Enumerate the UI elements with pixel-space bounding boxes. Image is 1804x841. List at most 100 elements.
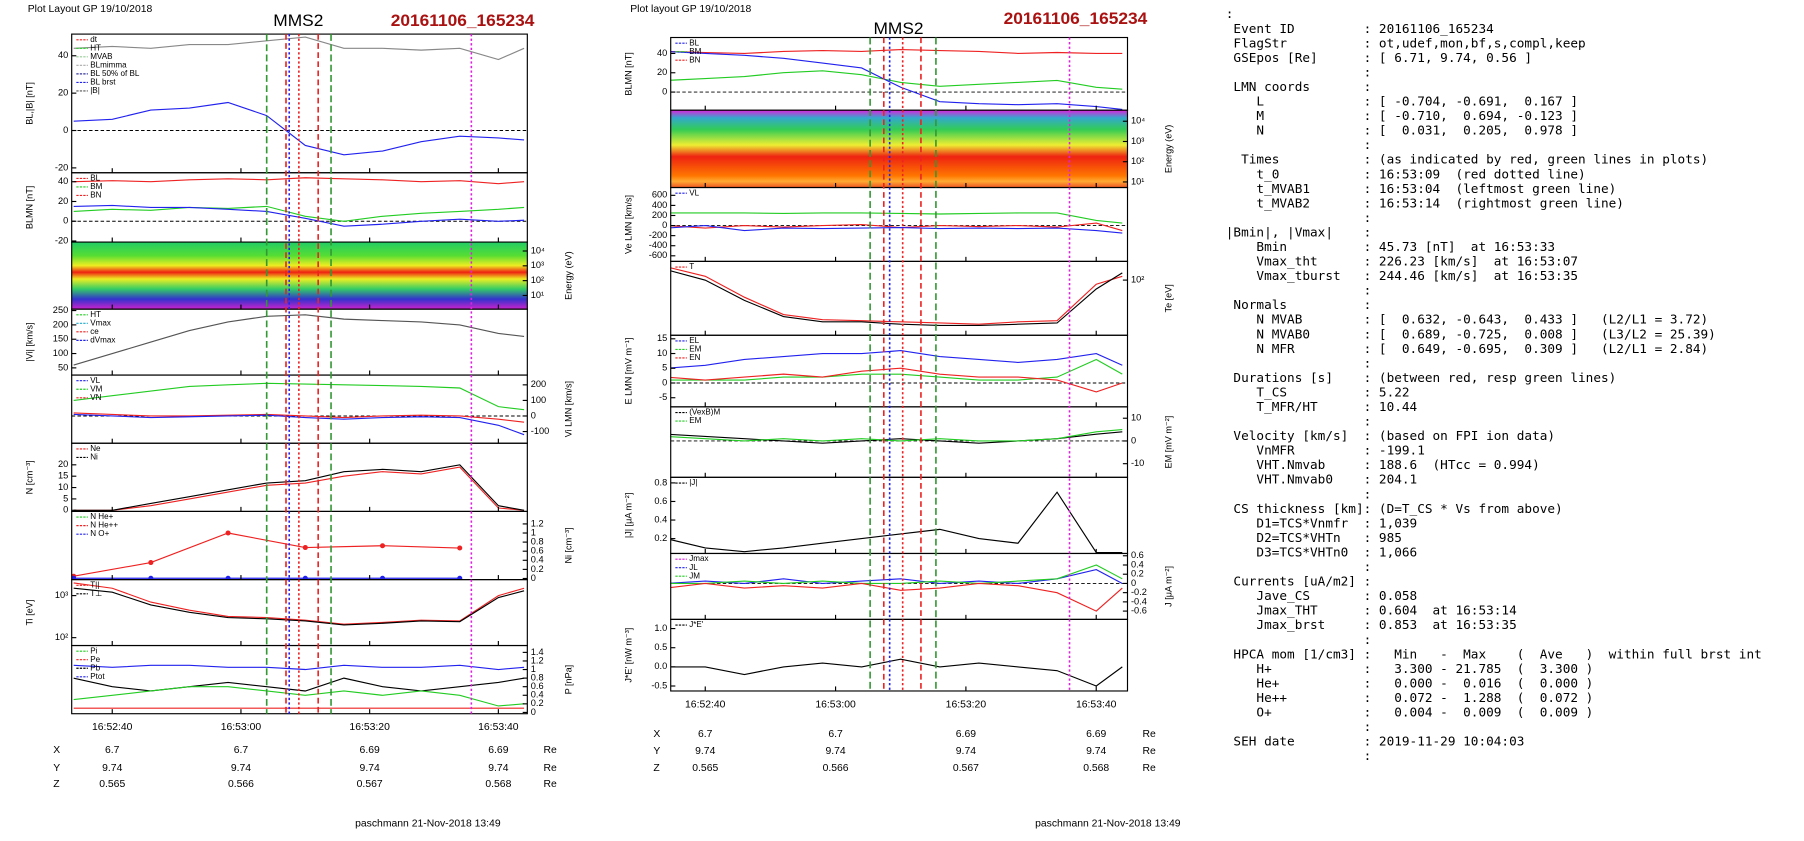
series-line <box>73 205 525 222</box>
series-line <box>670 564 1123 585</box>
panel-frame <box>670 618 1129 692</box>
listing-line: Jave_CS : 0.058 <box>1226 588 1417 603</box>
y-axis-label: Vi LMN [km/s] <box>563 381 573 437</box>
series-line <box>73 587 525 626</box>
listing-line: Jmax_brst : 0.853 at 16:53:35 <box>1226 617 1517 632</box>
listing-line: N MVAB : [ 0.632, -0.643, 0.433 ] (L2/L1… <box>1226 312 1708 327</box>
y-tick-label: 0 <box>63 125 68 135</box>
listing-line: N MFR : [ 0.649, -0.695, 0.309 ] (L2/L1 … <box>1226 341 1708 356</box>
series-line <box>73 314 525 366</box>
y-tick-label: -100 <box>531 426 549 436</box>
y-tick-label: 100 <box>531 395 546 405</box>
position-value: 0.565 <box>692 763 718 774</box>
y-tick-label: 1 <box>531 664 536 674</box>
listing-line: Times : (as indicated by red, green line… <box>1226 152 1708 167</box>
y-tick-label: 1.0 <box>654 623 667 633</box>
point <box>302 545 308 551</box>
footer: paschmann 21-Nov-2018 13:49 <box>1035 819 1181 830</box>
series-line <box>73 412 525 423</box>
legend-label: Ptot <box>90 672 105 681</box>
listing-line: N MVAB0 : [ 0.689, -0.725, 0.008 ] (L3/L… <box>1226 326 1716 341</box>
y-tick-label: 600 <box>652 190 667 200</box>
plot-area <box>73 582 525 626</box>
series-line <box>73 664 525 671</box>
y-axis-label: |J| [μA m⁻²] <box>623 493 633 539</box>
point <box>148 575 154 580</box>
listing-line: Vmax_tburst : 244.46 [km/s] at 16:53:35 <box>1226 268 1578 283</box>
y-tick-label: -0.6 <box>1131 606 1147 616</box>
y-tick-label: 0.6 <box>1131 550 1144 560</box>
series-line <box>670 270 1123 327</box>
y-tick-label: -0.5 <box>651 680 667 690</box>
listing-line: Vmax_tht : 226.23 [km/s] at 16:53:07 <box>1226 254 1578 269</box>
position-value: 0.568 <box>1083 763 1109 774</box>
y-tick-label: 20 <box>58 459 68 469</box>
series-line <box>670 48 1123 54</box>
listing-line: Normals : <box>1226 297 1371 312</box>
legend-label: Jmax <box>689 554 708 563</box>
y-tick-label: 0 <box>1131 435 1136 445</box>
point <box>379 575 386 580</box>
listing-line: |Bmin|, |Vmax| : <box>1226 225 1371 240</box>
panel-frame <box>670 476 1129 555</box>
y-axis-label: Ti [eV] <box>24 600 34 626</box>
listing-line: H+ : 3.300 - 21.785 ( 3.300 ) <box>1226 661 1594 676</box>
y-tick-label: 0.6 <box>531 681 544 691</box>
point <box>71 575 77 580</box>
legend-label: N He++ <box>90 521 118 530</box>
position-value: 0.566 <box>228 779 254 790</box>
legend-label: BM <box>689 47 701 56</box>
legend-label: BL 50% of BL <box>90 69 140 78</box>
series-line <box>670 491 1123 554</box>
y-tick-label: 100 <box>53 348 68 358</box>
legend-label: BL <box>90 174 100 183</box>
panel-frame <box>71 308 528 376</box>
y-tick-label: 50 <box>58 362 68 372</box>
series-line <box>73 36 525 61</box>
plot-area <box>670 564 1128 612</box>
y-tick-label: 0.6 <box>654 496 667 506</box>
listing-line: SEH date : 2019-11-29 10:04:03 <box>1226 734 1525 749</box>
legend-label: N O+ <box>90 529 109 538</box>
series-line <box>670 358 1123 381</box>
point <box>379 543 386 549</box>
y-tick-label: 0 <box>63 216 68 226</box>
y-tick-label: 0 <box>662 87 667 97</box>
point <box>457 545 463 551</box>
position-value: 6.7 <box>234 745 249 756</box>
position-value: 0.568 <box>485 779 511 790</box>
legend-label: BN <box>90 191 101 200</box>
y-tick-label: 250 <box>53 305 68 315</box>
x-tick-label: 16:53:00 <box>815 699 856 710</box>
series-line <box>670 267 1123 325</box>
listing-line: : <box>1226 137 1371 152</box>
panel-frame <box>670 36 1129 111</box>
footer: paschmann 21-Nov-2018 13:49 <box>355 819 501 830</box>
legend-label: VL <box>90 376 100 385</box>
position-value: 6.7 <box>828 729 843 740</box>
x-tick-label: 16:53:40 <box>1076 699 1117 710</box>
position-unit: Re <box>544 745 558 756</box>
panel: 10¹ 10² 10³ 10⁴ Energy (eV) <box>71 241 573 310</box>
y-tick-label: 10⁴ <box>1131 116 1145 126</box>
legend-label: T⊥ <box>90 589 102 598</box>
x-tick-label: 16:53:20 <box>349 722 390 733</box>
y-axis-label: EM [mV m⁻²] <box>1164 416 1174 469</box>
series-line <box>670 367 1123 393</box>
listing-line: : <box>1226 65 1371 80</box>
series-line <box>670 431 1123 444</box>
series-line <box>73 101 525 156</box>
listing-line: Jmax_THT : 0.604 at 16:53:14 <box>1226 603 1517 618</box>
y-tick-label: 1.4 <box>531 647 544 657</box>
y-tick-label: 15 <box>657 333 667 343</box>
listing-line: t_MVAB2 : 16:53:14 (rightmost green line… <box>1226 195 1624 210</box>
y-tick-label: 1.2 <box>531 518 544 528</box>
header: Plot Layout GP 19/10/2018 <box>28 4 153 15</box>
y-axis-label: Ni [cm⁻³] <box>563 527 573 563</box>
legend-label: dt <box>90 35 98 44</box>
position-value: 9.74 <box>360 763 380 774</box>
legend-label: EM <box>689 345 701 354</box>
legend-label: Pb <box>90 663 100 672</box>
